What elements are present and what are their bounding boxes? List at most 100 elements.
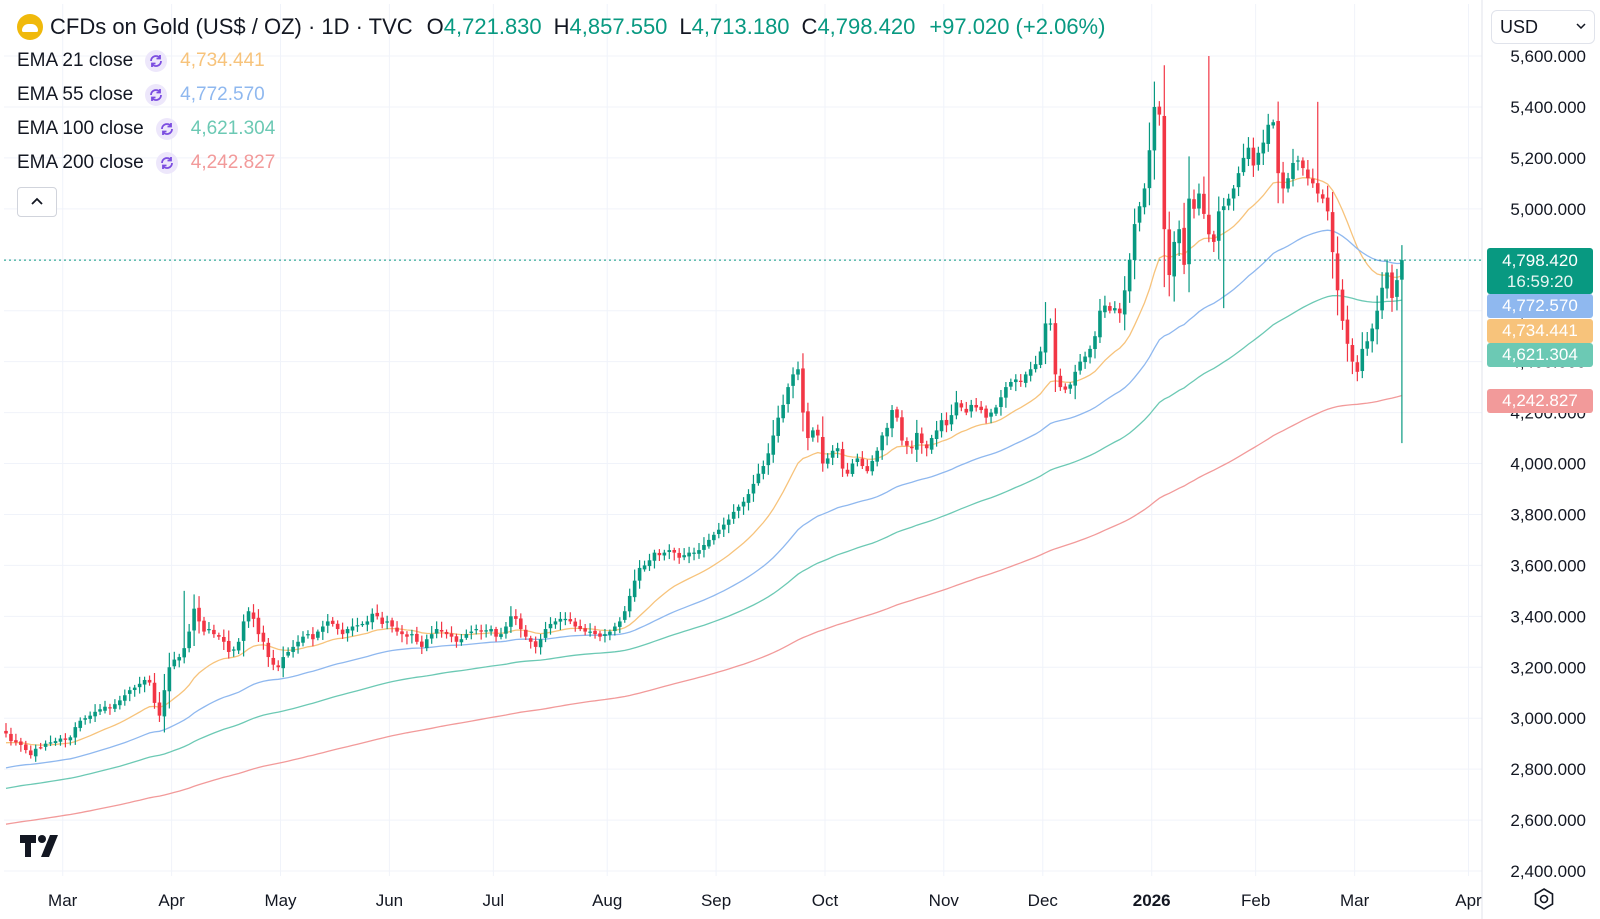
candle-up (890, 405, 894, 438)
candle-up (474, 624, 479, 635)
gear-icon[interactable] (1533, 888, 1555, 910)
price-axis: 2,400.000 2,600.000 2,800.000 3,000.000 3,20… (1510, 47, 1586, 881)
candle-down (944, 412, 949, 433)
candle-up (1261, 129, 1266, 165)
candle-down (420, 635, 424, 655)
candle-up (1172, 231, 1176, 302)
ema21-line (5, 177, 1403, 746)
candle-down (1212, 230, 1216, 253)
candle-down (276, 660, 281, 672)
candle-up (786, 383, 790, 413)
candle-up (1236, 166, 1241, 197)
candle-up (459, 634, 464, 646)
time-axis: Mar Apr May Jun Jul Aug Sep Oct Nov Dec 2026 Feb Mar… (48, 891, 1482, 910)
time-tick-label: Apr (158, 891, 185, 910)
candle-up (682, 548, 686, 561)
bar-countdown: 16:59:20 (1506, 272, 1574, 291)
low-label: L (679, 14, 692, 39)
ema55-line (5, 229, 1402, 769)
candle-up (632, 569, 637, 602)
candle-up (1073, 364, 1077, 400)
candle-up (1078, 353, 1082, 375)
indicator-ema55[interactable]: EMA 55 close 4,772.570 (17, 80, 265, 110)
candle-up (192, 594, 196, 646)
candle-down (340, 622, 345, 639)
price-tick-label: 5,600.000 (1510, 47, 1586, 66)
candle-down (1301, 157, 1305, 176)
candle-up (642, 560, 647, 572)
candle-up (751, 474, 756, 502)
candle-down (375, 604, 380, 620)
candle-down (1311, 168, 1315, 188)
indicator-ema21[interactable]: EMA 21 close 4,734.441 (17, 46, 265, 76)
candle-down (1117, 302, 1122, 323)
candle-down (226, 630, 231, 659)
price-tick-label: 5,000.000 (1510, 200, 1586, 219)
candle-down (801, 353, 805, 432)
candle-down (1320, 189, 1325, 204)
candle-up (182, 590, 186, 664)
candle-up (509, 606, 513, 633)
candle-up (875, 447, 879, 467)
candle-down (256, 609, 261, 642)
refresh-icon[interactable] (155, 118, 178, 140)
time-tick-label: Jun (376, 891, 403, 910)
candle-up (954, 390, 959, 420)
candle-up (830, 445, 835, 466)
candle-up (1375, 295, 1379, 345)
candle-down (479, 624, 483, 640)
candle-down (14, 733, 18, 746)
ema55-badge: 4,772.570 (1487, 294, 1593, 318)
candle-up (316, 629, 320, 641)
price-tick-label: 5,400.000 (1510, 98, 1586, 117)
currency-select[interactable]: USD (1491, 10, 1595, 44)
candle-up (850, 458, 855, 477)
candle-up (118, 695, 122, 710)
symbol-title[interactable]: CFDs on Gold (US$ / OZ) · 1D · TVC (50, 14, 413, 39)
candle-up (1360, 332, 1365, 379)
candle-down (439, 621, 444, 638)
candle-up (306, 630, 310, 639)
candle-up (504, 621, 508, 639)
candle-up (603, 628, 607, 643)
candle-up (1147, 122, 1152, 206)
candle-down (28, 745, 33, 759)
tradingview-logo-icon[interactable] (20, 835, 66, 857)
candle-down (860, 451, 865, 470)
indicator-ema100[interactable]: EMA 100 close 4,621.304 (17, 114, 275, 144)
candle-up (296, 635, 300, 654)
candle-up (113, 699, 117, 713)
candle-up (608, 629, 612, 641)
candle-down (444, 629, 449, 639)
candle-down (390, 617, 394, 633)
candle-up (538, 634, 543, 655)
candle-up (73, 722, 78, 745)
candle-up (103, 700, 107, 714)
ema200-line (5, 394, 1403, 825)
time-tick-label: Jul (482, 891, 504, 910)
candle-down (598, 630, 602, 642)
candle-up (83, 715, 87, 725)
candle-up (855, 453, 860, 467)
refresh-icon[interactable] (145, 84, 168, 106)
candle-up (662, 549, 667, 561)
candle-up (286, 647, 290, 658)
refresh-icon[interactable] (155, 152, 178, 174)
candle-up (667, 544, 672, 560)
collapse-legend-button[interactable] (17, 187, 57, 217)
candle-down (583, 623, 587, 636)
indicator-ema200[interactable]: EMA 200 close 4,242.827 (17, 148, 275, 178)
refresh-icon[interactable] (145, 50, 168, 72)
candle-up (1266, 113, 1271, 152)
candle-down (197, 596, 201, 634)
candle-up (870, 455, 875, 476)
candle-down (677, 548, 681, 564)
indicator-name: EMA 100 close (17, 118, 144, 139)
candle-up (321, 620, 325, 640)
candle-up (231, 646, 236, 657)
candle-down (494, 626, 498, 642)
candle-down (672, 547, 677, 561)
chevron-up-icon (31, 197, 43, 205)
candle-down (449, 626, 454, 643)
